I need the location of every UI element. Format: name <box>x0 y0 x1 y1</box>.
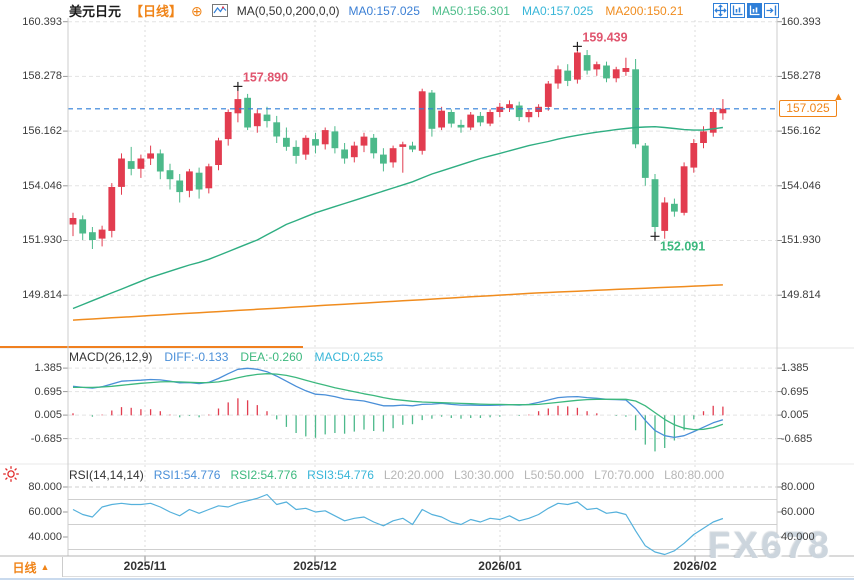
price-axis-label-left: 156.162 <box>22 125 62 138</box>
date-label: 2025/11 <box>123 559 167 573</box>
macd-axis-label-left: 0.005 <box>34 409 62 422</box>
period-tag: 【日线】 <box>130 4 183 19</box>
macd-axis-label-right: 0.005 <box>781 409 809 422</box>
macd-diff-value: DIFF:-0.133 <box>164 350 229 364</box>
chevron-up-icon: ▲ <box>40 562 50 572</box>
current-price-box: 157.025 <box>779 99 837 117</box>
price-axis-label-left: 158.278 <box>22 70 62 83</box>
rsi-level-label: L70:70.000 <box>594 468 655 482</box>
chart-header: 美元日元 【日线】 ⊕ MA(0,50,0,200,0,0) MA0:157.0… <box>69 2 684 20</box>
price-axis-label-right: 160.393 <box>781 15 821 28</box>
pan-icon[interactable] <box>713 3 728 18</box>
ma-value: MA200:150.21 <box>605 3 684 18</box>
price-axis-label-right: 149.814 <box>781 289 821 302</box>
macd-axis-label-right: 0.695 <box>781 385 809 398</box>
macd-axis-label-left: 0.695 <box>34 385 62 398</box>
macd-axis-label-left: 1.385 <box>34 362 62 375</box>
rsi-level-label: L20:20.000 <box>383 468 444 482</box>
rsi-axis-label-left: 40.000 <box>28 531 62 543</box>
ma-value: MA0:157.025 <box>348 3 420 18</box>
period-label: 日线 <box>12 560 37 575</box>
ma-settings-label: MA(0,50,0,200,0,0) <box>236 3 340 18</box>
rsi-title: RSI(14,14,14) <box>69 468 144 482</box>
price-axis-label-left: 154.046 <box>22 179 62 192</box>
rsi3-value: RSI3:54.776 <box>307 468 374 482</box>
rsi-axis-label-right: 80.000 <box>781 481 815 493</box>
axis-scale-active-icon[interactable] <box>747 3 762 18</box>
rsi-level-label: L80:80.000 <box>664 468 725 482</box>
ma-value: MA0:157.025 <box>521 3 594 18</box>
macd-dea-value: DEA:-0.260 <box>240 350 303 364</box>
current-price-arrow-icon: ▲ <box>833 90 844 103</box>
price-axis-label-right: 156.162 <box>781 125 821 138</box>
pan-right-icon[interactable] <box>764 3 779 18</box>
macd-axis-label-left: -0.685 <box>30 432 62 445</box>
rsi-axis-label-right: 60.000 <box>781 506 815 518</box>
rsi-level-labels: L20:20.000 L30:30.000 L50:50.000 L70:70.000… <box>384 468 724 482</box>
bottom-scrollbar[interactable] <box>0 578 854 580</box>
add-indicator-icon[interactable]: ⊕ <box>191 2 203 19</box>
price-axis-label-left: 160.393 <box>22 15 62 28</box>
watermark: FX678 <box>708 525 833 566</box>
svg-text:157.890: 157.890 <box>243 70 288 84</box>
price-axis-label-left: 149.814 <box>22 289 62 302</box>
macd-title: MACD(26,12,9) <box>69 350 153 364</box>
macd-header: MACD(26,12,9) DIFF:-0.133 DEA:-0.260 MAC… <box>69 350 383 364</box>
svg-text:159.439: 159.439 <box>582 30 627 44</box>
rsi-axis-label-right: 40.000 <box>781 531 815 543</box>
svg-text:152.091: 152.091 <box>660 239 705 253</box>
period-selector-button[interactable]: 日线 ▲ <box>0 557 63 577</box>
rsi-header: RSI(14,14,14) RSI1:54.776 RSI2:54.776 RS… <box>69 468 724 482</box>
macd-axis-label-right: -0.685 <box>781 432 813 445</box>
rsi-axis-label-left: 60.000 <box>28 506 62 518</box>
indicator-settings-icon[interactable] <box>2 465 20 488</box>
rsi-level-label: L50:50.000 <box>524 468 585 482</box>
macd-axis-label-right: 1.385 <box>781 362 809 375</box>
rsi2-value: RSI2:54.776 <box>230 468 298 482</box>
rsi-level-label: L30:30.000 <box>453 468 514 482</box>
symbol-title: 美元日元 <box>69 4 122 19</box>
ma-legend: MA0:157.025 MA50:156.301 MA0:157.025 MA200:… <box>349 4 684 18</box>
axis-scale-icon[interactable] <box>730 3 745 18</box>
date-label: 2025/12 <box>293 559 337 573</box>
date-label: 2026/02 <box>673 559 717 573</box>
date-label: 2026/01 <box>478 559 522 573</box>
ma-value: MA50:156.301 <box>431 3 510 18</box>
rsi-axis-label-left: 80.000 <box>28 481 62 493</box>
price-axis-label-right: 151.930 <box>781 234 821 247</box>
chart-toolbar <box>713 3 779 18</box>
price-axis-label-right: 154.046 <box>781 179 821 192</box>
price-axis-label-right: 158.278 <box>781 70 821 83</box>
macd-macd-value: MACD:0.255 <box>314 350 384 364</box>
price-axis-label-left: 151.930 <box>22 234 62 247</box>
indicator-chart-icon[interactable] <box>211 4 228 17</box>
rsi1-value: RSI1:54.776 <box>153 468 221 482</box>
